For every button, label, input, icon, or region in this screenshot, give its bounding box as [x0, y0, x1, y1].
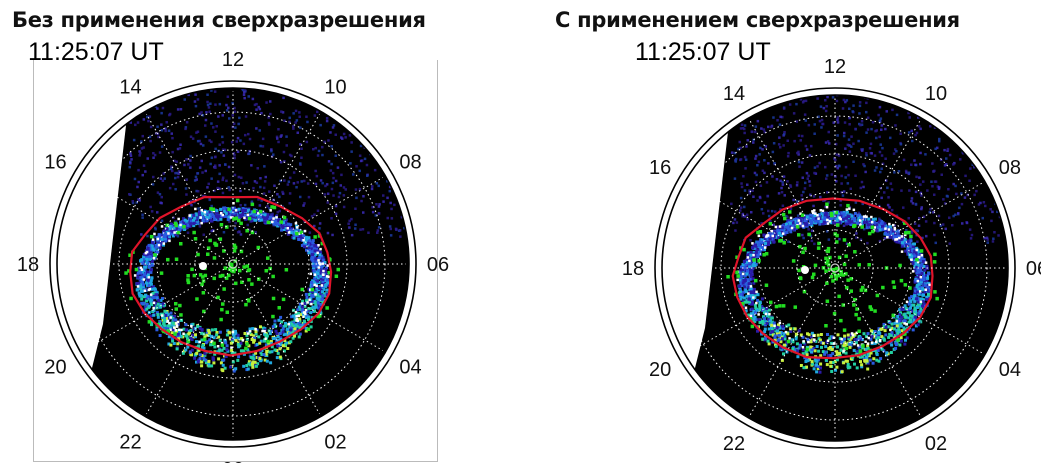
- pole-marker: [228, 259, 238, 269]
- inner-ring: [661, 94, 1009, 442]
- hour-label-04: 04: [399, 357, 421, 379]
- hour-label-06: 06: [427, 254, 449, 276]
- polar-grid: [60, 91, 406, 437]
- green-data-points: [726, 202, 939, 355]
- hour-label-20: 20: [649, 359, 671, 381]
- hour-label-02: 02: [324, 432, 346, 454]
- outer-ring: [654, 87, 1016, 449]
- hour-label-12: 12: [222, 49, 244, 71]
- panel-title: С применением сверхразрешения: [555, 8, 960, 32]
- polar-grid: [665, 98, 1005, 438]
- panel-without-superresolution: Без применения сверхразрешения 12 10 08 06 0…: [0, 0, 520, 463]
- hour-label-14: 14: [723, 83, 745, 105]
- hour-label-00: 00: [824, 460, 846, 463]
- hour-label-22: 22: [723, 433, 745, 455]
- polar-aurora-map: 12 10 08 06 04 02 00 22 20 18 16 14: [622, 56, 1041, 463]
- sun-marker: [801, 266, 809, 274]
- hour-label-10: 10: [925, 83, 947, 105]
- hour-label-18: 18: [17, 254, 39, 276]
- hour-label-04: 04: [999, 359, 1021, 381]
- hour-labels: 12 10 08 06 04 02 00 22 20 18 16 14: [17, 49, 449, 463]
- outer-ring: [49, 80, 417, 448]
- timestamp-label: 11:25:07 UT: [635, 38, 771, 66]
- timestamp-label: 11:25:07 UT: [28, 38, 164, 66]
- hour-label-06: 06: [1026, 258, 1041, 280]
- hour-label-02: 02: [925, 433, 947, 455]
- hour-label-00: 00: [222, 459, 244, 463]
- oval-boundary: [129, 195, 333, 357]
- polar-aurora-map: 12 10 08 06 04 02 00 22 20 18 16 14: [17, 49, 449, 463]
- hour-label-12: 12: [824, 56, 846, 78]
- hour-label-16: 16: [44, 152, 66, 174]
- auroral-oval: [736, 205, 931, 374]
- hour-label-14: 14: [119, 77, 141, 99]
- image-frame: [33, 60, 438, 462]
- hour-label-18: 18: [622, 258, 644, 280]
- hour-label-10: 10: [324, 77, 346, 99]
- hour-label-08: 08: [999, 157, 1021, 179]
- hour-label-16: 16: [649, 157, 671, 179]
- panel-title: Без применения сверхразрешения: [12, 8, 426, 32]
- panel-with-superresolution: С применением сверхразрешения 12 10 08 06 04…: [521, 0, 1041, 463]
- hour-label-22: 22: [119, 432, 141, 454]
- green-data-points: [124, 198, 340, 351]
- sun-marker: [199, 262, 207, 270]
- hour-label-20: 20: [44, 357, 66, 379]
- auroral-oval: [133, 202, 331, 373]
- pole-marker: [830, 263, 840, 273]
- hour-label-08: 08: [399, 152, 421, 174]
- inner-ring: [56, 87, 410, 441]
- hour-labels: 12 10 08 06 04 02 00 22 20 18 16 14: [622, 56, 1041, 463]
